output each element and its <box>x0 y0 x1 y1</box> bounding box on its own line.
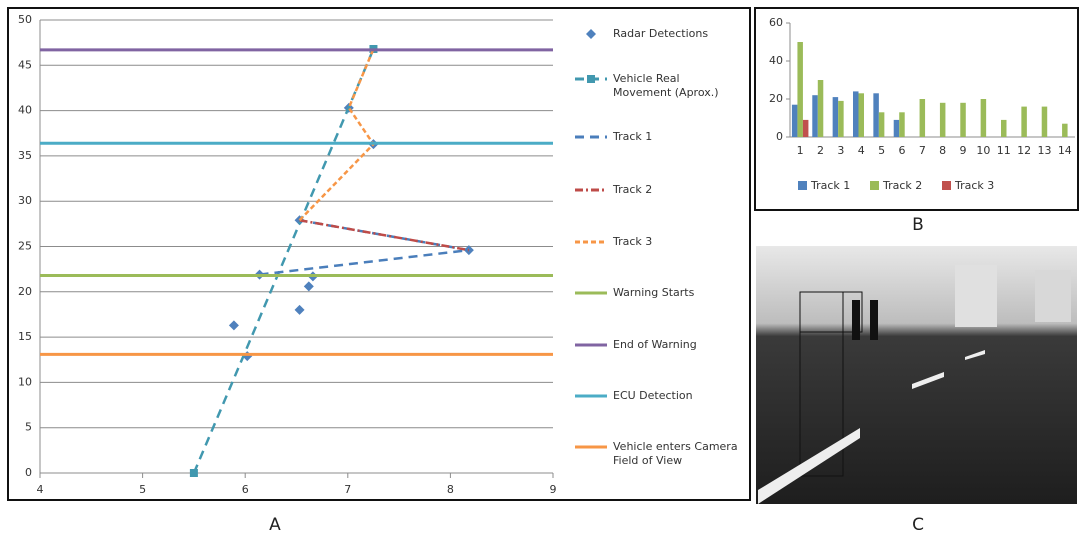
x-tick-label: 12 <box>1017 144 1031 157</box>
legend-swatch <box>942 181 951 190</box>
x-tick-label: 5 <box>878 144 885 157</box>
caption: B <box>912 215 924 235</box>
bar <box>893 119 900 137</box>
bar <box>878 112 885 137</box>
x-tick-label: 4 <box>858 144 865 157</box>
bar <box>797 42 803 137</box>
x-tick-label: 6 <box>898 144 905 157</box>
bar <box>960 102 966 137</box>
y-tick-label: 60 <box>769 16 783 29</box>
y-tick-label: 30 <box>18 194 32 207</box>
lane-marking <box>758 428 860 504</box>
x-tick-label: 10 <box>976 144 990 157</box>
panel-b-frame <box>754 7 1079 211</box>
y-tick-label: 20 <box>18 285 32 298</box>
x-tick-label: 8 <box>939 144 946 157</box>
legend-label: Track 1 <box>613 130 653 143</box>
bar <box>980 99 987 137</box>
y-tick-label: 0 <box>776 130 783 143</box>
bar <box>1021 106 1027 137</box>
bar <box>832 97 839 137</box>
y-tick-label: 45 <box>18 58 32 71</box>
legend-label: Vehicle Real Movement (Aprox.) <box>613 72 719 99</box>
bar <box>812 95 818 137</box>
bar <box>1041 106 1048 137</box>
legend-swatch <box>586 29 596 39</box>
y-tick-label: 40 <box>18 104 32 117</box>
x-tick-label: 7 <box>919 144 926 157</box>
legend-label: Track 2 <box>613 183 653 196</box>
legend-label: ECU Detection <box>613 389 693 402</box>
x-tick-label: 14 <box>1058 144 1072 157</box>
y-tick-label: 20 <box>769 92 783 105</box>
warning-mark <box>852 300 860 340</box>
bar <box>939 102 946 137</box>
legend-label: Vehicle enters Camera Field of View <box>613 440 738 467</box>
bar <box>853 91 859 137</box>
y-tick-label: 40 <box>769 54 783 67</box>
data-point <box>228 320 239 331</box>
roi-box <box>799 291 844 477</box>
x-tick-label: 9 <box>550 483 557 496</box>
lane-marking <box>912 372 944 389</box>
legend-swatch <box>870 181 879 190</box>
bar <box>873 93 879 137</box>
y-tick-label: 25 <box>18 240 32 253</box>
x-tick-label: 3 <box>837 144 844 157</box>
legend-label: Radar Detections <box>613 27 709 40</box>
y-tick-label: 15 <box>18 330 32 343</box>
legend-label: Warning Starts <box>613 286 695 299</box>
y-tick-label: 50 <box>18 13 32 26</box>
y-tick-label: 35 <box>18 149 32 162</box>
legend-label: Track 3 <box>613 235 653 248</box>
y-tick-label: 10 <box>18 375 32 388</box>
x-tick-label: 13 <box>1037 144 1051 157</box>
truck <box>955 265 997 327</box>
legend-swatch <box>798 181 807 190</box>
x-tick-label: 9 <box>960 144 967 157</box>
legend-label: End of Warning <box>613 338 697 351</box>
caption: A <box>269 515 281 535</box>
bar <box>899 112 905 137</box>
legend-label: Track 3 <box>954 179 994 192</box>
series-line <box>299 218 470 252</box>
y-tick-label: 0 <box>25 466 32 479</box>
truck <box>1035 270 1071 322</box>
bar <box>858 93 864 137</box>
caption: C <box>912 515 924 535</box>
series-line <box>259 218 470 276</box>
bar <box>1001 119 1007 137</box>
bar <box>802 119 809 137</box>
x-tick-label: 6 <box>242 483 249 496</box>
warning-mark <box>870 300 878 340</box>
series-line <box>192 48 375 474</box>
bar <box>919 99 926 137</box>
bar <box>1062 123 1068 137</box>
x-tick-label: 5 <box>139 483 146 496</box>
lane-marking <box>965 350 985 360</box>
photo <box>756 246 1077 504</box>
legend-label: Track 1 <box>810 179 850 192</box>
legend-label: Track 2 <box>882 179 922 192</box>
x-tick-label: 11 <box>997 144 1011 157</box>
data-point <box>294 304 305 315</box>
legend-swatch <box>587 75 595 83</box>
x-tick-label: 7 <box>344 483 351 496</box>
bar <box>838 100 844 137</box>
x-tick-label: 1 <box>797 144 804 157</box>
x-tick-label: 4 <box>37 483 44 496</box>
x-tick-label: 2 <box>817 144 824 157</box>
y-tick-label: 5 <box>25 421 32 434</box>
bar <box>791 104 798 137</box>
x-tick-label: 8 <box>447 483 454 496</box>
data-point <box>303 281 314 292</box>
panel-a-frame <box>7 7 751 501</box>
bar <box>817 80 824 137</box>
data-point <box>189 469 198 477</box>
